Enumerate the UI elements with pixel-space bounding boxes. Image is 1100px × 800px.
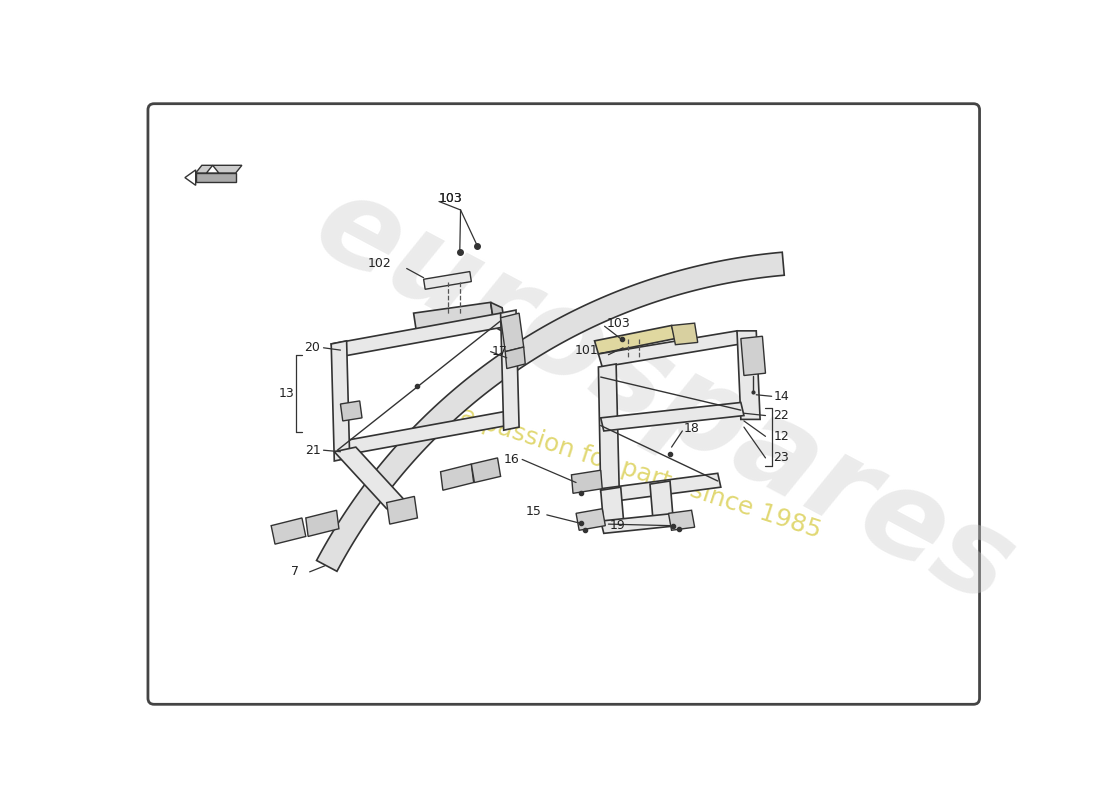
Text: 23: 23	[773, 451, 789, 464]
Polygon shape	[669, 510, 695, 530]
Polygon shape	[594, 326, 675, 354]
Polygon shape	[598, 364, 619, 492]
Polygon shape	[331, 313, 504, 358]
Polygon shape	[505, 347, 526, 369]
Polygon shape	[185, 170, 196, 186]
Polygon shape	[601, 514, 678, 534]
Text: 13: 13	[278, 386, 295, 400]
Polygon shape	[500, 310, 519, 430]
Polygon shape	[306, 510, 339, 537]
Text: 17: 17	[492, 345, 508, 358]
Polygon shape	[196, 166, 242, 173]
Text: 20: 20	[305, 342, 320, 354]
Polygon shape	[387, 496, 418, 524]
Polygon shape	[271, 518, 306, 544]
Text: 14: 14	[773, 390, 789, 403]
Text: 103: 103	[607, 317, 630, 330]
Polygon shape	[491, 302, 506, 333]
Polygon shape	[572, 470, 603, 494]
Text: 21: 21	[305, 444, 320, 457]
Polygon shape	[334, 412, 507, 456]
Polygon shape	[207, 166, 219, 173]
Polygon shape	[601, 402, 744, 431]
Polygon shape	[341, 401, 362, 421]
Polygon shape	[671, 323, 697, 345]
Text: 18: 18	[684, 422, 700, 435]
Text: 12: 12	[773, 430, 789, 443]
Polygon shape	[601, 487, 624, 526]
Polygon shape	[317, 252, 784, 571]
Text: eurospares: eurospares	[295, 163, 1033, 630]
Text: 19: 19	[609, 519, 626, 532]
FancyBboxPatch shape	[147, 104, 980, 704]
Polygon shape	[334, 447, 408, 509]
Polygon shape	[737, 331, 760, 419]
Text: a passion for parts since 1985: a passion for parts since 1985	[458, 403, 824, 543]
Text: 101: 101	[574, 344, 598, 357]
Polygon shape	[650, 481, 673, 521]
Polygon shape	[331, 341, 350, 461]
Text: 22: 22	[773, 409, 789, 422]
Text: 15: 15	[526, 506, 541, 518]
Text: 7: 7	[292, 566, 299, 578]
Polygon shape	[196, 173, 235, 182]
Polygon shape	[500, 313, 524, 352]
Text: 16: 16	[504, 453, 520, 466]
Polygon shape	[424, 271, 472, 290]
Polygon shape	[601, 474, 720, 502]
Polygon shape	[414, 302, 495, 338]
Polygon shape	[598, 331, 741, 367]
Text: 102: 102	[368, 258, 392, 270]
Polygon shape	[440, 464, 474, 490]
Polygon shape	[741, 336, 766, 375]
Text: 103: 103	[439, 192, 463, 205]
Polygon shape	[472, 458, 500, 482]
Polygon shape	[576, 509, 605, 530]
Text: 103: 103	[439, 192, 463, 205]
